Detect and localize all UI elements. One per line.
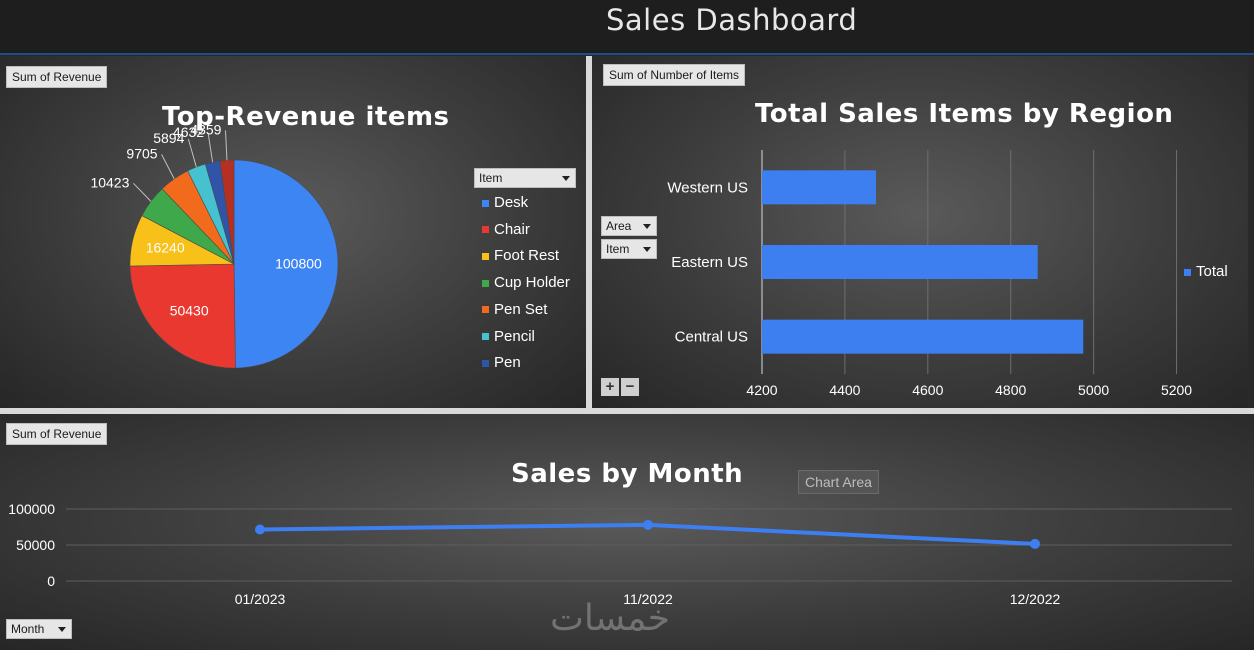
item-row-filter-label: Item bbox=[606, 242, 630, 256]
bar-x-tick-label: 5200 bbox=[1161, 382, 1192, 398]
pie-data-label: 100800 bbox=[275, 256, 322, 272]
legend-label: Pen bbox=[494, 354, 521, 372]
item-filter-label: Item bbox=[479, 171, 503, 185]
pie-leader-line bbox=[207, 132, 214, 163]
pie-leader-line bbox=[161, 154, 175, 180]
line-point[interactable] bbox=[1030, 538, 1040, 549]
pie-legend-entry[interactable]: Pencil bbox=[482, 328, 535, 345]
legend-label: Pencil bbox=[494, 327, 535, 345]
bar-central-us[interactable] bbox=[762, 319, 1084, 354]
legend-label: Desk bbox=[494, 194, 529, 211]
line-y-tick-label: 0 bbox=[47, 573, 55, 589]
pie-data-label: 4632 bbox=[173, 124, 204, 140]
title-bar: Sales Dashboard bbox=[0, 0, 1254, 55]
bar-eastern-us[interactable] bbox=[762, 245, 1038, 279]
expand-button[interactable]: + bbox=[601, 378, 619, 396]
collapse-button[interactable]: − bbox=[621, 378, 639, 396]
line-y-tick-label: 100000 bbox=[8, 501, 55, 517]
line-chart: 100000 50000 0 01/2023 11/2022 12/2022 bbox=[8, 501, 1232, 607]
line-chart-title: Sales by Month bbox=[511, 459, 744, 489]
sum-of-revenue-field-button[interactable]: Sum of Revenue bbox=[6, 423, 108, 445]
legend-label: Foot Rest bbox=[494, 247, 560, 265]
chevron-down-icon bbox=[58, 627, 66, 632]
bar-category-label: Eastern US bbox=[671, 254, 748, 271]
legend-swatch bbox=[482, 252, 489, 260]
pie-leader-line bbox=[187, 138, 197, 168]
pie-legend-entry[interactable]: Pen Set bbox=[482, 301, 547, 318]
legend-label: Cup Holder bbox=[494, 274, 570, 292]
pie-legend-entry[interactable]: Desk bbox=[482, 194, 528, 211]
panel-divider bbox=[0, 408, 1254, 414]
area-filter-label: Area bbox=[606, 219, 632, 233]
pie-data-label: 5894 bbox=[153, 130, 184, 146]
line-y-tick-label: 50000 bbox=[16, 537, 55, 553]
panel-edge bbox=[1248, 56, 1254, 410]
chevron-down-icon bbox=[643, 224, 651, 229]
bar-chart: 4200 4400 4600 4800 5000 5200 Western US Easter… bbox=[667, 150, 1192, 398]
line-x-tick-label: 12/2022 bbox=[1010, 591, 1061, 607]
pie-data-label: 10423 bbox=[90, 174, 129, 190]
bar-x-tick-label: 4400 bbox=[829, 382, 860, 398]
month-filter-label: Month bbox=[11, 622, 45, 636]
sum-of-items-field-button[interactable]: Sum of Number of Items bbox=[603, 64, 746, 86]
sum-of-revenue-field-button[interactable]: Sum of Revenue bbox=[6, 66, 108, 88]
chart-area-tooltip: Chart Area bbox=[798, 470, 879, 494]
pie-chart-title: Top-Revenue items bbox=[162, 102, 450, 132]
pie-slice-chair[interactable] bbox=[129, 263, 236, 369]
bar-x-tick-label: 4600 bbox=[912, 382, 943, 398]
legend-swatch bbox=[482, 199, 489, 207]
pie-data-label: 4359 bbox=[190, 121, 221, 137]
chevron-down-icon bbox=[562, 176, 570, 181]
pie-legend-entry[interactable]: Cup Holder bbox=[482, 274, 570, 291]
bar-x-tick-label: 4800 bbox=[995, 382, 1026, 398]
pie-slice-other[interactable] bbox=[219, 159, 235, 265]
page-title: Sales Dashboard bbox=[606, 3, 858, 37]
pie-leader-line bbox=[224, 130, 228, 161]
line-x-tick-label: 11/2022 bbox=[623, 591, 673, 607]
pie-slice-desk[interactable] bbox=[233, 159, 339, 369]
item-row-filter-dropdown[interactable]: Item bbox=[601, 239, 657, 259]
line-chart-panel[interactable]: Sum of Revenue Sales by Month 100000 5000… bbox=[0, 414, 1254, 650]
line-x-tick-label: 01/2023 bbox=[235, 591, 286, 607]
month-filter-dropdown[interactable]: Month bbox=[6, 619, 72, 639]
legend-swatch bbox=[482, 279, 489, 287]
line-point[interactable] bbox=[255, 524, 265, 535]
legend-label: Pen Set bbox=[494, 300, 548, 318]
bar-chart-title: Total Sales Items by Region bbox=[755, 99, 1174, 129]
bar-legend-label: Total bbox=[1196, 263, 1228, 280]
bar-category-label: Western US bbox=[667, 179, 748, 196]
pie-chart-panel[interactable]: Sum of Revenue Top-Revenue items 100800 5… bbox=[0, 56, 586, 408]
bar-chart-panel[interactable]: Sum of Number of Items Total Sales Items… bbox=[592, 56, 1248, 408]
pie-data-label: 9705 bbox=[126, 145, 157, 161]
pie-legend-entry[interactable]: Pen bbox=[482, 354, 521, 371]
panel-divider bbox=[586, 56, 592, 410]
chevron-down-icon bbox=[643, 247, 651, 252]
bar-x-tick-label: 4200 bbox=[746, 382, 777, 398]
bar-x-tick-label: 5000 bbox=[1078, 382, 1109, 398]
legend-swatch bbox=[482, 333, 489, 341]
bar-western-us[interactable] bbox=[762, 170, 876, 205]
pie-legend-entry[interactable]: Foot Rest bbox=[482, 247, 559, 264]
legend-swatch bbox=[482, 226, 489, 234]
area-filter-dropdown[interactable]: Area bbox=[601, 216, 657, 236]
line-point[interactable] bbox=[643, 519, 653, 530]
pie-legend-entry[interactable]: Chair bbox=[482, 221, 530, 238]
legend-swatch bbox=[1184, 268, 1191, 276]
legend-swatch bbox=[482, 359, 489, 367]
bar-legend-entry: Total bbox=[1184, 263, 1228, 280]
legend-label: Chair bbox=[494, 220, 530, 238]
watermark-logo: خمسات bbox=[550, 598, 671, 639]
pie-leader-line bbox=[133, 182, 152, 202]
item-filter-dropdown[interactable]: Item bbox=[474, 168, 576, 188]
pie-data-label: 50430 bbox=[170, 302, 209, 318]
bar-category-label: Central US bbox=[675, 329, 748, 346]
legend-swatch bbox=[482, 306, 489, 314]
pie-data-label: 16240 bbox=[146, 240, 185, 256]
